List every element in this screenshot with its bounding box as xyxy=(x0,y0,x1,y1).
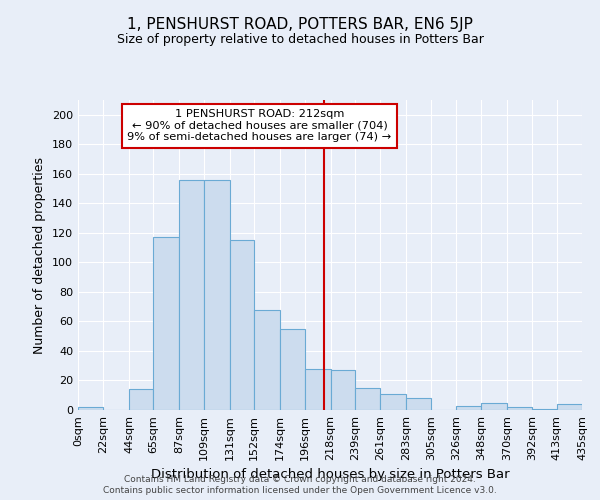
Bar xyxy=(406,398,431,410)
Text: Size of property relative to detached houses in Potters Bar: Size of property relative to detached ho… xyxy=(116,32,484,46)
Y-axis label: Number of detached properties: Number of detached properties xyxy=(34,156,46,354)
Bar xyxy=(280,329,305,410)
Bar xyxy=(305,368,331,410)
Text: Contains public sector information licensed under the Open Government Licence v3: Contains public sector information licen… xyxy=(103,486,497,495)
Text: 1 PENSHURST ROAD: 212sqm
← 90% of detached houses are smaller (704)
9% of semi-d: 1 PENSHURST ROAD: 212sqm ← 90% of detach… xyxy=(127,110,392,142)
Text: 1, PENSHURST ROAD, POTTERS BAR, EN6 5JP: 1, PENSHURST ROAD, POTTERS BAR, EN6 5JP xyxy=(127,18,473,32)
Bar xyxy=(78,407,103,410)
Bar xyxy=(355,388,380,410)
Bar xyxy=(532,408,557,410)
Bar xyxy=(557,404,582,410)
Bar xyxy=(204,180,230,410)
Bar xyxy=(254,310,280,410)
Bar xyxy=(154,238,179,410)
Bar xyxy=(331,370,355,410)
Bar xyxy=(230,240,254,410)
Bar xyxy=(179,180,204,410)
Bar xyxy=(129,390,154,410)
X-axis label: Distribution of detached houses by size in Potters Bar: Distribution of detached houses by size … xyxy=(151,468,509,481)
Bar xyxy=(481,402,506,410)
Text: Contains HM Land Registry data © Crown copyright and database right 2024.: Contains HM Land Registry data © Crown c… xyxy=(124,474,476,484)
Bar xyxy=(506,407,532,410)
Bar xyxy=(380,394,406,410)
Bar xyxy=(456,406,481,410)
